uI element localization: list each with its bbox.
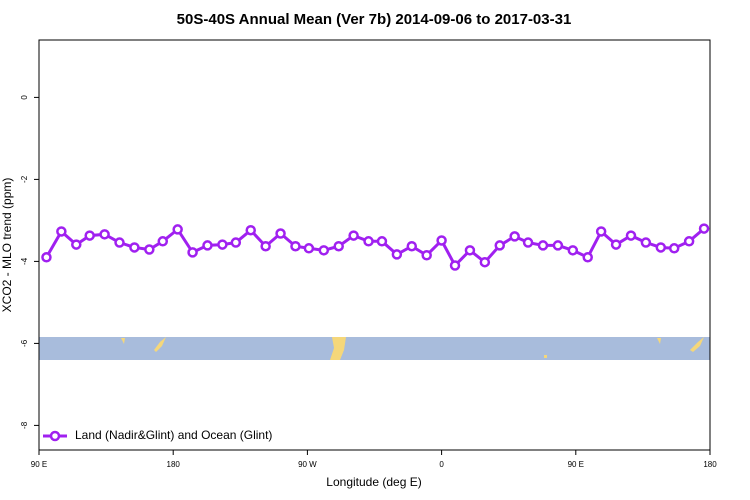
legend-marker — [49, 430, 61, 442]
data-point — [668, 243, 680, 254]
data-point — [552, 240, 564, 251]
data-point — [275, 228, 286, 239]
data-point — [260, 240, 271, 252]
data-point — [537, 240, 549, 251]
x-tick-label: 90 E — [568, 460, 584, 469]
data-point — [376, 236, 388, 247]
data-point — [245, 224, 256, 236]
y-tick-label: -2 — [20, 175, 29, 183]
data-point — [449, 260, 461, 271]
y-tick-label: 0 — [20, 95, 29, 100]
data-point — [391, 249, 403, 260]
data-point — [71, 239, 82, 250]
x-tick-label: 180 — [703, 460, 717, 469]
data-point — [172, 224, 183, 235]
y-axis-label: XCO2 - MLO trend (ppm) — [0, 178, 14, 313]
chart-title: 50S-40S Annual Mean (Ver 7b) 2014-09-06 … — [177, 11, 572, 28]
x-tick-label: 90 W — [298, 460, 317, 469]
data-point — [625, 230, 637, 241]
data-point — [303, 243, 315, 254]
data-point — [494, 240, 506, 251]
x-tick-label: 180 — [167, 460, 181, 469]
data-point — [610, 239, 622, 250]
data-point — [363, 236, 374, 247]
data-point — [406, 240, 418, 252]
data-point — [290, 240, 301, 252]
data-point — [129, 242, 140, 253]
data-point — [655, 242, 667, 253]
x-tick-label: 90 E — [31, 460, 47, 469]
data-point — [318, 245, 330, 256]
data-point — [333, 240, 344, 252]
data-point — [522, 237, 534, 248]
data-point — [157, 236, 169, 247]
legend-label: Land (Nadir&Glint) and Ocean (Glint) — [75, 428, 272, 442]
y-tick-label: -4 — [20, 257, 29, 265]
land-ocean-strip — [39, 337, 710, 360]
data-point — [56, 226, 67, 237]
data-point — [509, 231, 520, 242]
data-point — [84, 230, 95, 241]
data-point — [421, 250, 432, 261]
data-point — [41, 252, 52, 263]
x-axis-label: Longitude (deg E) — [326, 475, 421, 489]
data-point — [640, 237, 652, 248]
data-point — [567, 245, 579, 256]
data-point — [187, 247, 198, 258]
data-point — [202, 240, 213, 251]
data-point — [436, 235, 447, 246]
data-point — [114, 237, 125, 248]
data-point — [464, 245, 476, 256]
x-tick-label: 0 — [439, 460, 444, 469]
data-point — [582, 252, 593, 263]
plot-frame — [38, 39, 711, 451]
y-tick-label: -6 — [20, 339, 29, 347]
series-line — [45, 227, 706, 269]
data-point — [99, 229, 110, 240]
data-point — [595, 226, 607, 237]
data-point — [144, 244, 155, 255]
y-tick-label: -8 — [20, 421, 29, 429]
data-point — [683, 236, 695, 247]
data-point — [348, 230, 359, 241]
data-point — [217, 239, 228, 250]
data-point — [230, 237, 242, 248]
data-point — [698, 223, 710, 234]
data-point — [479, 256, 491, 268]
